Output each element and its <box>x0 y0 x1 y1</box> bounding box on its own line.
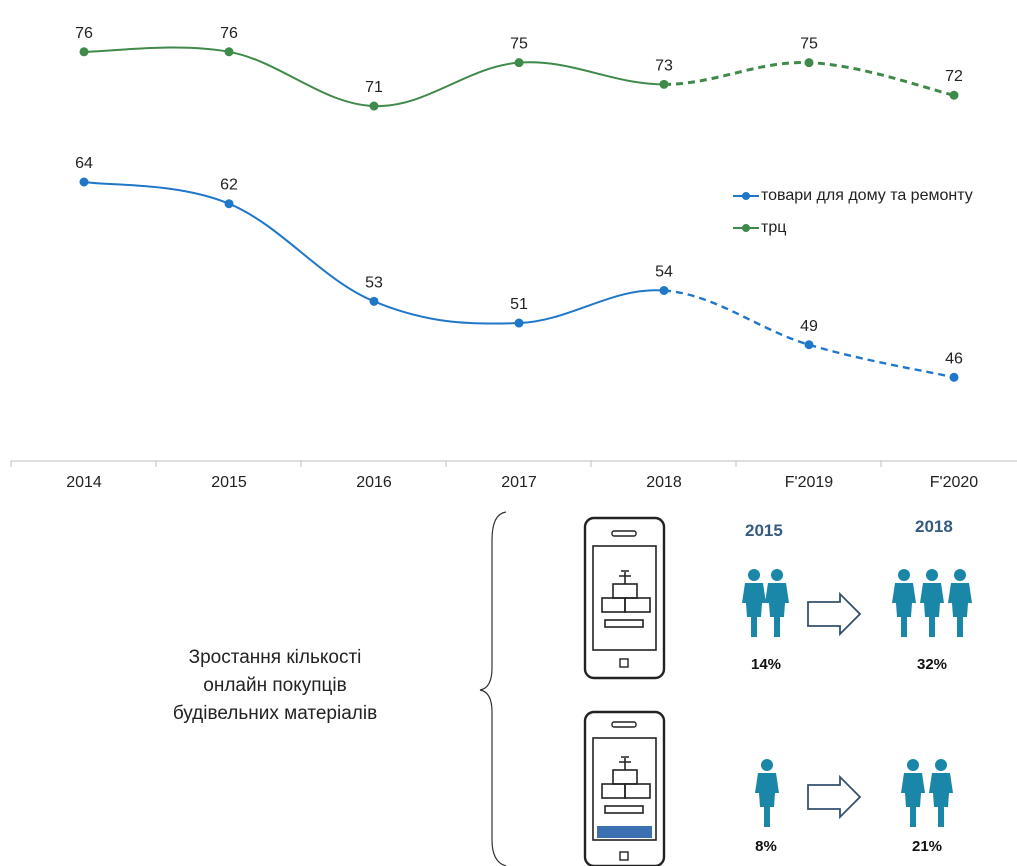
year-from-label: 2015 <box>745 521 783 540</box>
data-point <box>224 199 234 209</box>
data-label: 73 <box>655 57 673 74</box>
caption-line: будівельних матеріалів <box>172 703 378 724</box>
data-point <box>804 58 814 68</box>
phone-icon-bottom <box>583 710 666 866</box>
data-point <box>79 177 89 187</box>
row1-to-percent: 32% <box>916 656 948 673</box>
data-point <box>369 296 379 306</box>
line-chart: 2014 2015 2016 2017 2018 F'2019 F'2020 64 62 53 51… <box>10 25 1017 491</box>
data-point <box>804 340 814 350</box>
arrow-right-icon-top <box>807 591 862 637</box>
phone-icon-top <box>583 516 666 680</box>
person-icon <box>755 759 779 827</box>
data-point <box>514 318 524 328</box>
caption-line: онлайн покупців <box>203 675 347 696</box>
person-icon <box>765 569 789 637</box>
data-label: 46 <box>945 350 963 367</box>
data-label: 71 <box>365 79 383 96</box>
legend-marker-mall <box>733 224 759 232</box>
person-icon <box>742 569 766 637</box>
x-tick-label: F'2019 <box>785 474 834 491</box>
x-tick-label: 2015 <box>211 474 247 491</box>
legend: товари для дому та ремонту трц <box>733 186 973 250</box>
data-label: 51 <box>510 296 528 313</box>
data-label: 49 <box>800 318 818 335</box>
person-icon <box>929 759 953 827</box>
arrow-right-icon-bottom <box>807 774 862 820</box>
row2-to-percent: 21% <box>911 838 943 855</box>
x-tick-label: 2014 <box>66 474 102 491</box>
series-forecast-line-0 <box>663 289 955 379</box>
person-icon <box>892 569 916 637</box>
x-tick-label: 2016 <box>356 474 392 491</box>
data-point <box>514 58 524 68</box>
data-point <box>659 79 669 89</box>
data-label: 75 <box>510 36 528 53</box>
x-tick-label: F'2020 <box>930 474 979 491</box>
data-point <box>949 372 959 382</box>
curly-brace-icon <box>479 511 507 866</box>
row2-from-percent: 8% <box>755 838 777 855</box>
x-tick-label: 2018 <box>646 474 682 491</box>
infographic-caption: Зростання кількості онлайн покупців буді… <box>130 644 420 728</box>
caption-line: Зростання кількості <box>188 647 362 668</box>
data-label: 75 <box>800 36 818 53</box>
x-tick-label: 2017 <box>501 474 537 491</box>
year-to-label: 2018 <box>915 517 953 536</box>
data-point <box>369 101 379 111</box>
data-label: 76 <box>75 25 93 42</box>
person-icon <box>920 569 944 637</box>
data-point <box>949 90 959 100</box>
data-label: 62 <box>220 177 238 194</box>
legend-label-home-goods: товари для дому та ремонту <box>761 187 973 204</box>
legend-entry-mall: трц <box>733 218 973 238</box>
data-label: 72 <box>945 68 963 85</box>
legend-entry-home-goods: товари для дому та ремонту <box>733 186 973 206</box>
row1-from-percent: 14% <box>750 656 782 673</box>
data-label: 54 <box>655 264 673 281</box>
data-label: 76 <box>220 25 238 42</box>
data-point <box>659 286 669 295</box>
data-label: 64 <box>75 155 93 172</box>
person-icon <box>948 569 972 637</box>
data-point <box>79 47 89 57</box>
data-point <box>224 47 234 57</box>
legend-label-mall: трц <box>761 219 787 236</box>
person-icon <box>901 759 925 827</box>
data-label: 53 <box>365 274 383 291</box>
legend-marker-home-goods <box>733 192 759 200</box>
